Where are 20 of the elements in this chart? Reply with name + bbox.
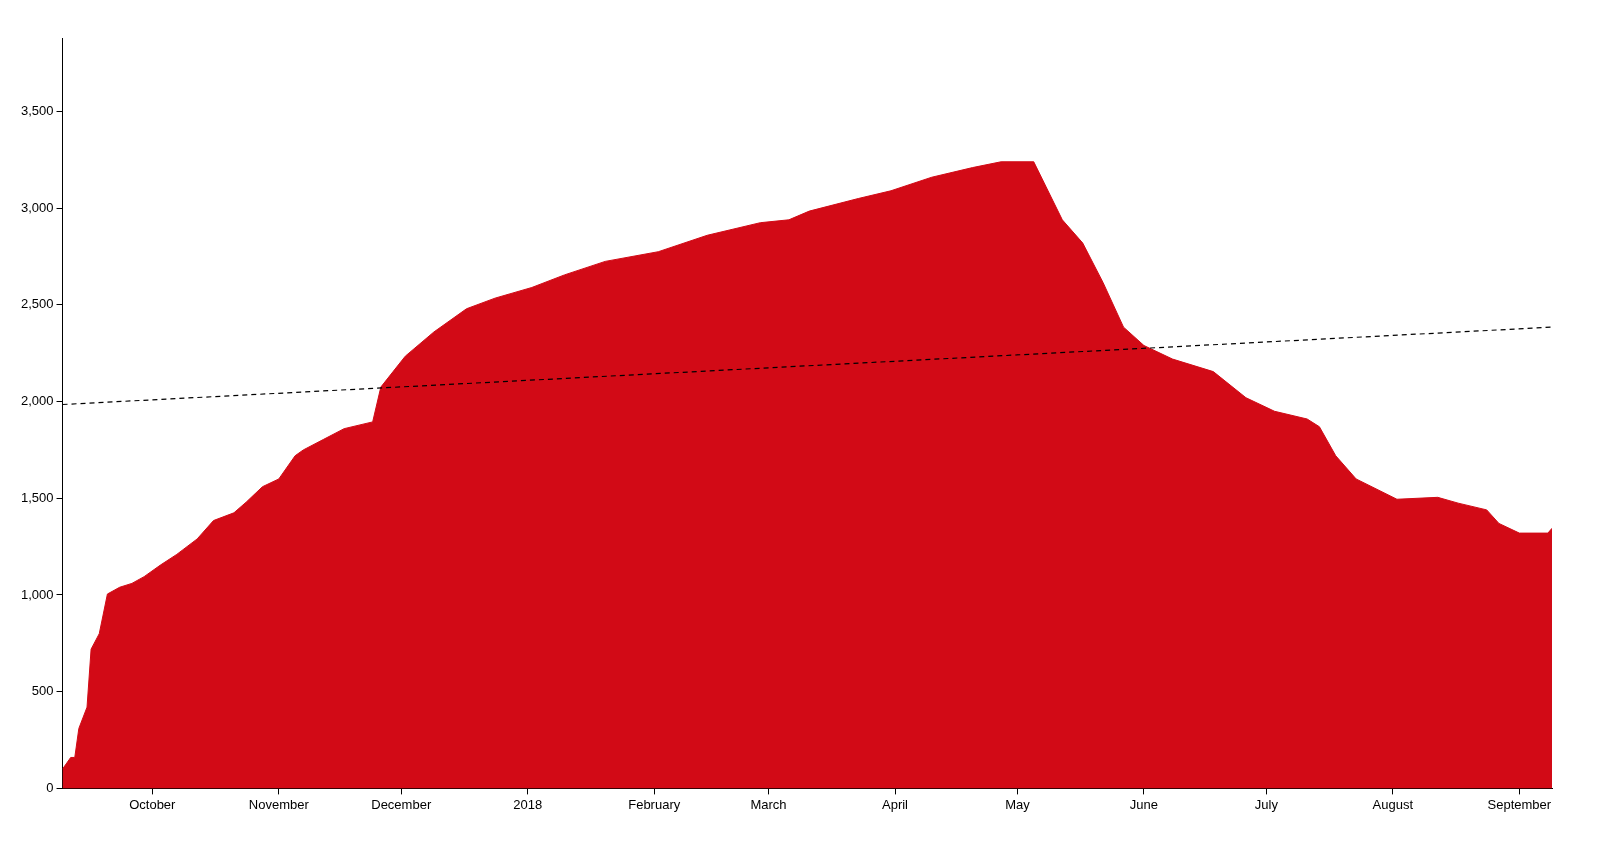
y-tick-label: 1,000 bbox=[20, 586, 54, 602]
y-tick-label: 3,000 bbox=[20, 199, 54, 215]
x-tick-label: May bbox=[1005, 796, 1031, 812]
y-tick-label: 0 bbox=[46, 779, 54, 795]
y-tick-label: 2,000 bbox=[20, 393, 54, 409]
x-tick-label: February bbox=[628, 796, 681, 812]
x-tick-label: April bbox=[881, 796, 909, 812]
x-tick-label: 2018 bbox=[513, 796, 543, 812]
y-tick-label: 1,500 bbox=[20, 489, 54, 505]
x-tick-label: July bbox=[1254, 796, 1279, 812]
y-tick-label: 3,500 bbox=[20, 103, 54, 119]
y-tick-label: 2,500 bbox=[20, 296, 54, 312]
x-tick-label: November bbox=[248, 796, 310, 812]
y-tick-label: 500 bbox=[31, 683, 54, 699]
x-tick-label: March bbox=[750, 796, 787, 812]
x-tick-label: September bbox=[1487, 796, 1552, 812]
x-tick-label: August bbox=[1372, 796, 1414, 812]
x-tick-label: June bbox=[1129, 796, 1159, 812]
x-tick-label: December bbox=[371, 796, 432, 812]
x-tick-label: October bbox=[129, 796, 177, 812]
